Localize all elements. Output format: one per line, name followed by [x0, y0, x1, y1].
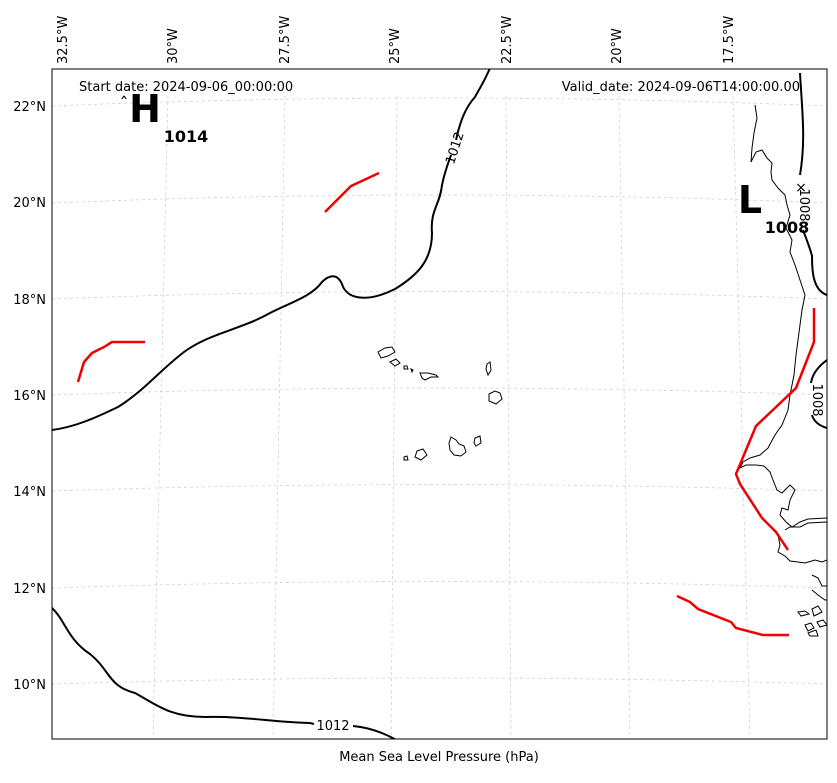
- longitude-label: 27.5°W: [278, 16, 293, 64]
- x-axis-label: Mean Sea Level Pressure (hPa): [339, 750, 539, 765]
- sao-vicente-island: [389, 358, 401, 367]
- latitude-label: 20°N: [13, 196, 46, 211]
- meridian-line: [505, 95, 512, 739]
- low-center-marker: ×: [795, 180, 807, 196]
- parallel-line: [52, 194, 827, 204]
- latitude-label: 18°N: [13, 293, 46, 308]
- gambia-coastline: [784, 521, 827, 531]
- santa-luzia-island: [403, 365, 414, 374]
- start-date: Start date: 2024-09-06_00:00:00: [79, 80, 293, 95]
- front-line-4: [676, 594, 789, 637]
- latitude-label: 16°N: [13, 389, 46, 404]
- sao-nicolau-island: [419, 372, 440, 381]
- isobar-1008-east-upper: [799, 72, 827, 296]
- parallel-line: [52, 484, 827, 492]
- latitude-label: 22°N: [13, 100, 46, 115]
- brava-island: [403, 455, 409, 461]
- low-pressure-value: 1008: [765, 218, 810, 237]
- parallel-line: [52, 581, 827, 589]
- guinea-coastline: [777, 534, 827, 601]
- isobar-1008-east-lower: [810, 359, 827, 429]
- front-line-1: [76, 340, 145, 383]
- meridian-line: [47, 96, 50, 739]
- latitude-label: 14°N: [13, 485, 46, 500]
- sal-island: [485, 361, 492, 377]
- santiago-island: [448, 436, 467, 457]
- parallel-line: [52, 97, 827, 107]
- high-pressure-letter: H: [129, 87, 161, 131]
- valid-date: Valid_date: 2024-09-06T14:00:00.00: [562, 80, 800, 95]
- isobar-label-1008: 1008: [809, 383, 824, 416]
- isobar-label-1012: 1012: [316, 719, 349, 734]
- maio-island: [473, 435, 482, 447]
- longitude-label: 20°W: [610, 28, 625, 64]
- santo-antao-island: [377, 346, 396, 359]
- high-pressure-value: 1014: [164, 127, 209, 146]
- isobar-1012-south: [52, 607, 397, 739]
- meridian-line: [618, 95, 631, 739]
- high-center-marker: ˆ: [120, 94, 129, 115]
- front-line-3: [734, 308, 816, 551]
- parallel-line: [52, 291, 827, 300]
- longitude-label: 22.5°W: [500, 16, 515, 64]
- boa-vista-island: [488, 390, 503, 405]
- fronts: [76, 171, 816, 637]
- longitude-label: 25°W: [388, 28, 403, 64]
- low-pressure-letter: L: [738, 178, 762, 222]
- meridian-line: [272, 95, 286, 739]
- map-plot-area: [52, 69, 827, 739]
- parallel-line: [52, 387, 827, 396]
- fogo-island: [414, 448, 428, 461]
- map-frame: [51, 68, 828, 740]
- isobar-label-1008: 1008: [796, 188, 811, 221]
- meridian-line: [152, 95, 169, 739]
- latitude-label: 10°N: [13, 678, 46, 693]
- latitude-label: 12°N: [13, 582, 46, 597]
- longitude-label: 32.5°W: [56, 16, 71, 64]
- front-line-2: [324, 171, 380, 213]
- bijagos-islands: [797, 605, 827, 637]
- longitude-label: 17.5°W: [722, 16, 737, 64]
- parallel-line: [52, 677, 827, 685]
- longitude-label: 30°W: [166, 28, 181, 64]
- meridian-line: [390, 95, 398, 739]
